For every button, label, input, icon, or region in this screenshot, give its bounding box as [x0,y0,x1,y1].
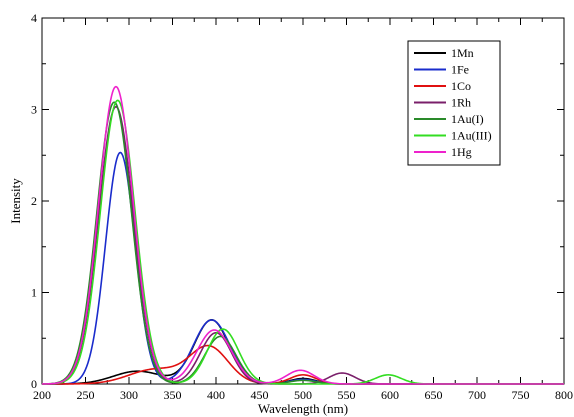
x-axis-title: Wavelength (nm) [258,401,348,416]
y-tick-label: 2 [31,194,37,208]
x-tick-label: 400 [207,388,225,402]
x-tick-label: 250 [77,388,95,402]
x-tick-label: 500 [294,388,312,402]
series-line-1fe [42,151,564,385]
legend-label: 1Co [451,79,471,93]
y-tick-label: 0 [31,377,37,391]
x-tick-label: 700 [468,388,486,402]
x-tick-label: 350 [164,388,182,402]
legend-label: 1Au(I) [451,112,484,126]
legend: 1Mn 1Fe 1Co 1Rh 1Au(I) 1Au(III) 1Hg [407,40,501,166]
legend-label: 1Fe [451,63,469,77]
series-line-1hg [42,85,564,385]
x-tick-label: 600 [381,388,399,402]
x-tick-label: 200 [33,388,51,402]
legend-label: 1Au(III) [451,129,492,143]
legend-label: 1Rh [451,96,471,110]
y-axis-title: Intensity [8,178,23,224]
legend-label: 1Mn [451,46,474,60]
y-tick-label: 1 [31,286,37,300]
x-tick-label: 650 [425,388,443,402]
y-tick-label: 4 [31,11,37,25]
x-tick-label: 300 [120,388,138,402]
x-tick-label: 450 [251,388,269,402]
legend-label: 1Hg [451,145,472,159]
x-tick-label: 750 [512,388,530,402]
series-layer [41,85,564,385]
x-tick-label: 550 [338,388,356,402]
y-tick-label: 3 [31,103,37,117]
x-tick-label: 800 [555,388,573,402]
